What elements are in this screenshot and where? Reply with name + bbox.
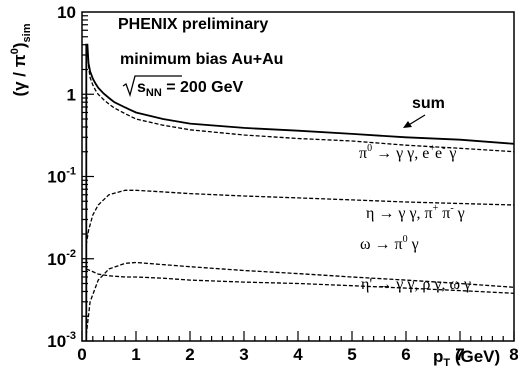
x-tick-label: 1 — [131, 345, 140, 364]
sum-arrow — [403, 114, 426, 128]
y-tick-label: 1 — [67, 85, 76, 104]
y-tick-label: 10-2 — [47, 248, 76, 269]
annotation-system: minimum bias Au+Au — [120, 51, 283, 68]
series-line-3 — [85, 261, 515, 341]
x-tick-label: 7 — [455, 345, 464, 364]
y-tick-label: 10-1 — [47, 166, 76, 187]
x-tick-label: 2 — [185, 345, 194, 364]
label-pi0: π0 → γ γ, e+e- γ — [359, 143, 457, 162]
series-line-2 — [85, 189, 515, 341]
y-axis-label: (γ / π0)sim — [9, 23, 33, 96]
annotation-preliminary: PHENIX preliminary — [118, 16, 268, 33]
tick-labels: 0 1 2 3 4 5 6 7 8 10 1 10-1 10-2 10-3 — [47, 3, 518, 364]
x-tick-label: 0 — [77, 345, 86, 364]
sqrt-sign — [122, 75, 182, 98]
x-tick-label: 3 — [239, 345, 248, 364]
x-tick-label: 5 — [347, 345, 356, 364]
label-sum: sum — [412, 95, 445, 112]
label-omega: ω → π0 γ — [360, 234, 419, 253]
x-tick-label: 6 — [401, 345, 410, 364]
label-etaprime: η' → γ γ, ρ γ, ω γ — [361, 276, 471, 293]
y-tick-label: 10 — [57, 3, 76, 22]
annotation-energy: sNN = 200 GeV — [137, 79, 244, 99]
series-line-1 — [85, 49, 515, 341]
series-line-4 — [85, 268, 515, 341]
y-tick-label: 10-3 — [47, 330, 76, 351]
x-axis-label: pT (GeV) — [433, 347, 500, 369]
x-tick-label: 8 — [509, 345, 518, 364]
label-eta: η → γ γ, π+ π- γ — [366, 203, 465, 222]
x-tick-label: 4 — [293, 345, 303, 364]
series-lines — [85, 43, 515, 341]
